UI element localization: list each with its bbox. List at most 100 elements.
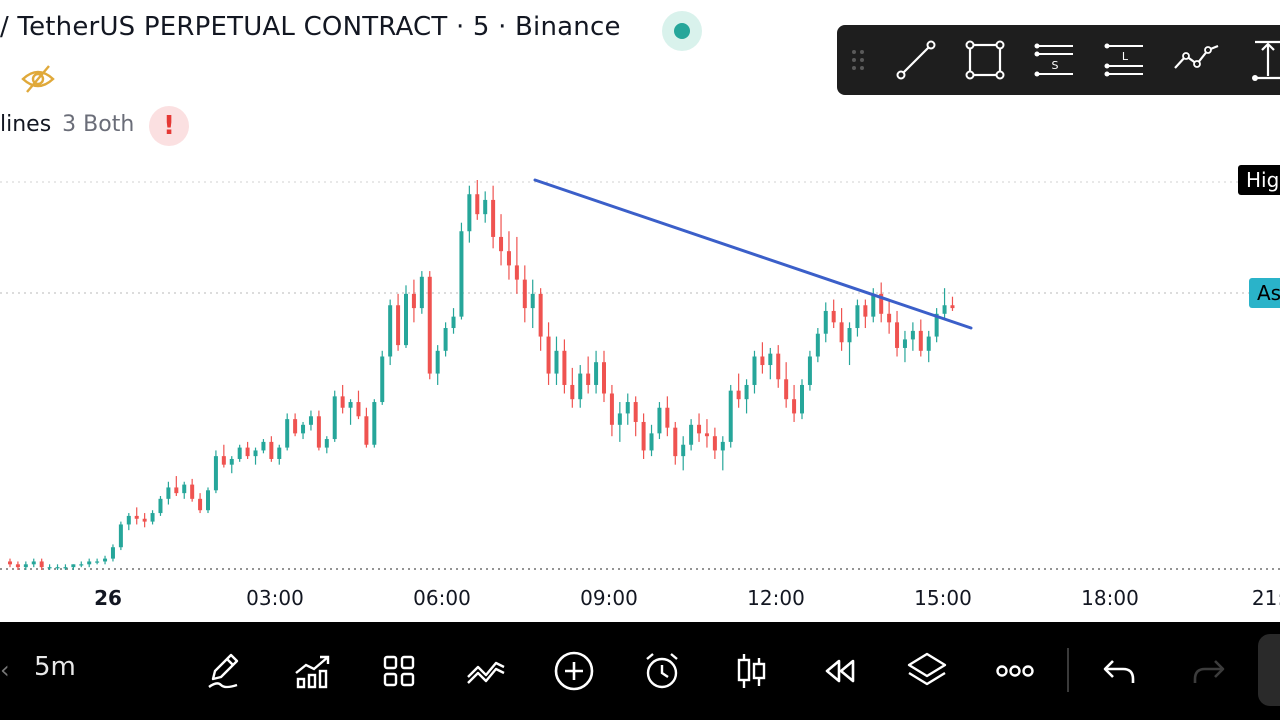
candle	[316, 410, 321, 451]
candle	[910, 322, 915, 351]
add-circle-icon[interactable]	[551, 648, 597, 694]
candle	[776, 345, 781, 388]
chevron-left-icon: ‹	[0, 656, 10, 684]
candle	[8, 558, 12, 568]
candle	[609, 384, 614, 437]
candle-body	[340, 396, 345, 408]
path-icon[interactable]	[1171, 38, 1221, 82]
trendline-drawing[interactable]	[533, 178, 973, 330]
candle	[324, 436, 329, 454]
candle	[697, 413, 702, 442]
drag-handle-icon[interactable]	[841, 38, 875, 82]
candle-body	[530, 293, 535, 309]
candle-body	[887, 313, 892, 323]
candle-body	[594, 362, 599, 385]
candle-body	[934, 313, 939, 337]
candle-body	[863, 305, 868, 317]
candle-body	[427, 276, 432, 374]
candle-body	[213, 456, 218, 491]
candle	[221, 444, 226, 468]
candle-body	[237, 447, 242, 459]
candle-body	[554, 350, 559, 374]
candle	[641, 413, 646, 459]
candle-body	[855, 305, 860, 329]
candle	[586, 356, 591, 394]
candle	[491, 185, 496, 249]
rectangle-icon[interactable]	[963, 38, 1007, 82]
candle-body	[641, 421, 646, 451]
candle	[166, 481, 171, 505]
indicator-name: lines	[0, 112, 52, 137]
x-tick-label: 09:00	[580, 586, 638, 610]
candle-body	[31, 561, 36, 565]
candle	[348, 399, 353, 425]
candle-body	[728, 390, 733, 442]
candle-body	[126, 515, 131, 525]
indicators-icon[interactable]	[289, 648, 335, 694]
edge-panel-button[interactable]	[1258, 634, 1280, 706]
candle-body	[609, 393, 614, 425]
price-chart[interactable]: 26 03:00 06:00 09:00 12:00 15:00 18:00 21:	[0, 0, 1280, 622]
candle	[689, 419, 694, 451]
candle	[784, 362, 789, 408]
measure-icon[interactable]	[1241, 38, 1280, 82]
support-lines-icon[interactable]: S	[1033, 38, 1077, 82]
warning-icon[interactable]: !	[149, 106, 189, 146]
trend-line-icon[interactable]	[893, 38, 937, 82]
candle	[261, 439, 266, 454]
fib-icon[interactable]	[463, 648, 509, 694]
candle-body	[79, 564, 84, 566]
replay-icon[interactable]	[816, 648, 862, 694]
candle	[229, 456, 234, 474]
candle	[182, 481, 187, 499]
interval-button[interactable]: 5m	[34, 652, 76, 682]
candle	[800, 379, 804, 420]
candle-type-icon[interactable]	[728, 648, 774, 694]
candle	[768, 347, 773, 380]
redo-icon[interactable]	[1186, 648, 1232, 694]
candle-body	[308, 416, 313, 425]
candle-body	[39, 561, 44, 568]
candle	[269, 436, 274, 462]
candle	[633, 396, 638, 437]
undo-icon[interactable]	[1096, 648, 1142, 694]
candle-body	[586, 373, 591, 385]
candle-body	[245, 447, 250, 457]
candle	[245, 441, 250, 459]
candle	[530, 279, 535, 329]
candle-body	[768, 353, 773, 366]
candle-body	[277, 447, 282, 459]
candle-body	[103, 558, 108, 562]
layers-icon[interactable]	[904, 648, 950, 694]
symbol-title[interactable]: / TetherUS PERPETUAL CONTRACT · 5 · Bina…	[0, 12, 621, 42]
candle-body	[134, 515, 139, 519]
candle	[807, 350, 812, 391]
eye-slash-icon[interactable]	[20, 62, 56, 100]
candle	[435, 345, 440, 385]
x-tick-label: 15:00	[914, 586, 972, 610]
label-lines-icon[interactable]: L	[1103, 38, 1147, 82]
candle-body	[229, 458, 234, 465]
layout-grid-icon[interactable]	[376, 648, 422, 694]
candle-body	[87, 561, 92, 565]
candle	[79, 561, 84, 568]
candle	[617, 402, 622, 442]
more-icon[interactable]	[992, 648, 1038, 694]
candle	[467, 185, 472, 243]
x-tick-label: 26	[94, 586, 122, 610]
indicator-legend[interactable]: lines 3 Both	[0, 112, 134, 137]
alarm-clock-icon[interactable]	[639, 648, 685, 694]
candle-body	[110, 547, 115, 559]
candle-body	[372, 402, 377, 445]
candle	[934, 308, 939, 343]
candle	[388, 299, 393, 366]
candle-body	[95, 561, 100, 563]
candle-body	[499, 236, 504, 252]
candle	[427, 271, 432, 380]
draw-pen-icon[interactable]	[200, 648, 246, 694]
candle	[665, 396, 670, 437]
candle-body	[459, 231, 464, 317]
candle-body	[15, 564, 20, 568]
candle-body	[419, 276, 424, 309]
candle-body	[776, 353, 781, 380]
